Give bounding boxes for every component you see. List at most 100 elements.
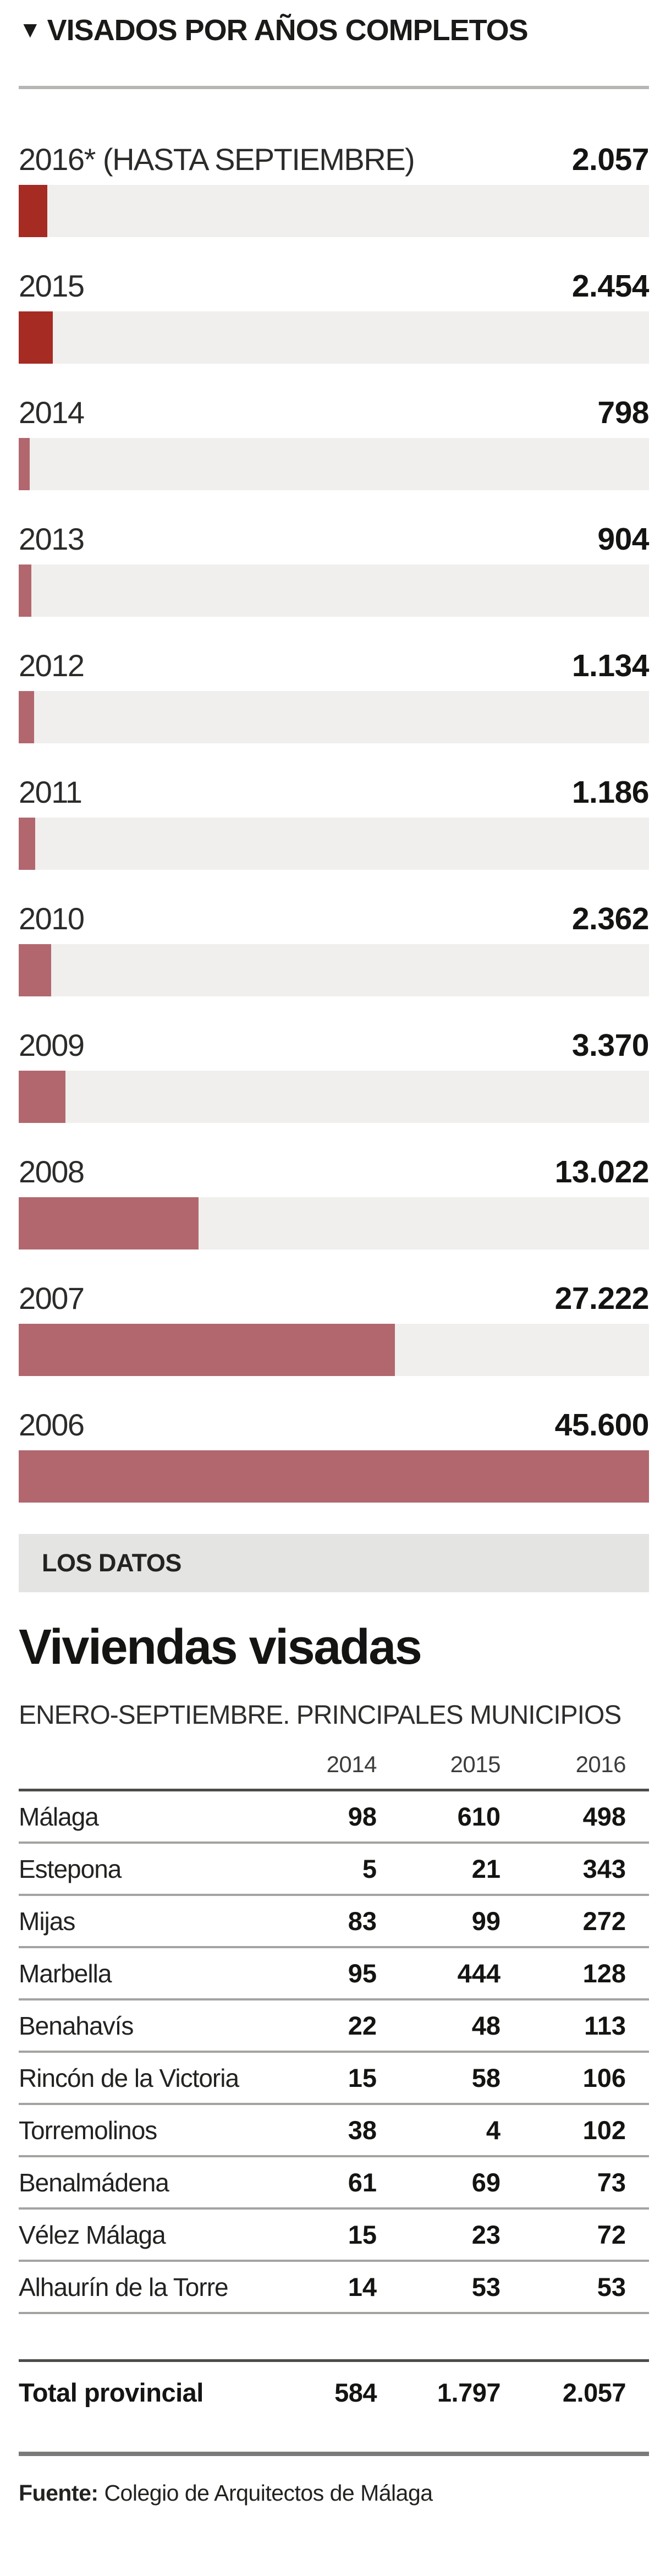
municipality-cell: Benahavís	[19, 2011, 134, 2040]
value-cell-2016: 72	[597, 2220, 626, 2249]
bar-track	[19, 311, 649, 364]
bar-value-label: 798	[597, 395, 649, 430]
bar-value-label: 3.370	[571, 1028, 650, 1063]
bar-value-label: 1.134	[571, 648, 650, 683]
column-header-2016: 2016	[575, 1751, 626, 1777]
bar-row-head: 2009 3.370	[19, 1028, 650, 1063]
bar-row: 2016* (HASTA SEPTIEMBRE) 2.057	[19, 142, 650, 237]
bar-fill	[19, 944, 52, 996]
value-cell-2014: 14	[348, 2272, 377, 2301]
bar-fill	[19, 311, 53, 364]
municipality-cell: Benalmádena	[19, 2168, 169, 2197]
table-row: Estepona 5 21 343	[19, 1844, 649, 1896]
bar-year-label: 2009	[19, 1028, 85, 1062]
bar-fill	[19, 564, 31, 617]
total-label: Total provincial	[19, 2378, 204, 2407]
bar-fill	[19, 1197, 199, 1249]
value-cell-2015: 21	[471, 1854, 501, 1883]
bar-year-label: 2007	[19, 1281, 85, 1316]
bar-year-label: 2012	[19, 648, 85, 683]
bar-year-label: 2014	[19, 395, 85, 430]
bar-row-head: 2010 2.362	[19, 901, 650, 936]
value-cell-2014: 98	[348, 1802, 377, 1831]
value-cell-2016: 128	[582, 1959, 626, 1988]
value-cell-2014: 15	[348, 2220, 377, 2249]
bar-track	[19, 564, 649, 617]
table-title: Viviendas visadas	[19, 1620, 422, 1675]
header-rule	[19, 86, 649, 89]
table-body: Málaga 98 610 498 Estepona 5 21 343 Mija…	[19, 1791, 649, 2314]
bar-row: 2013 904	[19, 522, 649, 617]
kicker-label: LOS DATOS	[42, 1549, 182, 1577]
total-row: Total provincial 584 1.797 2.057	[19, 2359, 649, 2421]
value-cell-2015: 444	[457, 1959, 501, 1988]
table-subtitle: ENERO-SEPTIEMBRE. PRINCIPALES MUNICIPIOS	[19, 1701, 622, 1730]
bar-value-label: 2.454	[571, 268, 650, 304]
table-header-row: 2014 2015 2016	[19, 1751, 649, 1791]
value-cell-2016: 102	[582, 2115, 626, 2145]
bar-fill	[19, 691, 35, 743]
municipality-cell: Alhaurín de la Torre	[19, 2272, 229, 2301]
municipality-cell: Vélez Málaga	[19, 2220, 166, 2249]
value-cell-2016: 272	[582, 1906, 626, 1936]
chart-title: VISADOS POR AÑOS COMPLETOS	[47, 14, 529, 47]
bar-row-head: 2007 27.222	[19, 1281, 650, 1316]
bar-year-label: 2016* (HASTA SEPTIEMBRE)	[19, 142, 415, 177]
bar-row: 2015 2.454	[19, 268, 650, 364]
bar-year-label: 2006	[19, 1407, 85, 1442]
bar-track	[19, 691, 649, 743]
municipios-table: 2014 2015 2016 Málaga 98 610 498 Estepon…	[19, 1751, 649, 2421]
bar-row: 2014 798	[19, 395, 649, 490]
bar-track	[19, 1197, 649, 1249]
bar-row-head: 2014 798	[19, 395, 649, 430]
bar-year-label: 2011	[19, 775, 82, 809]
bar-row: 2011 1.186	[19, 775, 650, 870]
bar-row: 2012 1.134	[19, 648, 650, 743]
bar-row-head: 2016* (HASTA SEPTIEMBRE) 2.057	[19, 142, 650, 177]
bar-track	[19, 818, 649, 870]
value-cell-2015: 69	[471, 2168, 501, 2197]
value-cell-2016: 106	[582, 2063, 626, 2092]
bar-row-head: 2013 904	[19, 522, 649, 557]
table-row: Marbella 95 444 128	[19, 1948, 649, 2000]
value-cell-2015: 23	[471, 2220, 501, 2249]
bar-row-head: 2008 13.022	[19, 1154, 650, 1190]
value-cell-2015: 99	[471, 1906, 501, 1936]
chart-header: ▼ VISADOS POR AÑOS COMPLETOS	[19, 13, 649, 47]
source-text: Colegio de Arquitectos de Málaga	[104, 2480, 433, 2506]
value-cell-2014: 38	[348, 2115, 377, 2145]
value-cell-2016: 498	[582, 1802, 626, 1831]
value-cell-2014: 83	[348, 1906, 377, 1936]
bar-year-label: 2015	[19, 268, 85, 303]
bar-row-head: 2011 1.186	[19, 775, 650, 810]
table-row: Mijas 83 99 272	[19, 1896, 649, 1948]
municipality-cell: Málaga	[19, 1802, 99, 1831]
bar-row-head: 2012 1.134	[19, 648, 650, 683]
value-cell-2014: 22	[348, 2011, 377, 2040]
bar-track	[19, 1324, 649, 1376]
bar-value-label: 904	[597, 522, 649, 557]
table-row: Málaga 98 610 498	[19, 1791, 649, 1844]
value-cell-2016: 53	[597, 2272, 626, 2301]
total-value-2016: 2.057	[562, 2378, 626, 2407]
value-cell-2014: 5	[362, 1854, 377, 1883]
bar-value-label: 1.186	[571, 775, 650, 810]
bar-value-label: 13.022	[554, 1154, 650, 1190]
table-row: Vélez Málaga 15 23 72	[19, 2210, 649, 2262]
municipality-cell: Rincón de la Victoria	[19, 2063, 239, 2092]
value-cell-2015: 53	[471, 2272, 501, 2301]
source-line: Fuente: Colegio de Arquitectos de Málaga	[19, 2480, 649, 2506]
bar-track	[19, 438, 649, 490]
down-triangle-icon: ▼	[19, 17, 42, 42]
value-cell-2015: 610	[457, 1802, 501, 1831]
table-row: Rincón de la Victoria 15 58 106	[19, 2053, 649, 2105]
bar-fill	[19, 1071, 65, 1123]
municipality-cell: Marbella	[19, 1959, 112, 1988]
bar-row: 2010 2.362	[19, 901, 650, 996]
bar-fill	[19, 1324, 395, 1376]
bar-fill	[19, 1450, 649, 1503]
column-header-2014: 2014	[326, 1751, 377, 1777]
bar-row: 2009 3.370	[19, 1028, 650, 1123]
municipality-cell: Torremolinos	[19, 2115, 157, 2145]
